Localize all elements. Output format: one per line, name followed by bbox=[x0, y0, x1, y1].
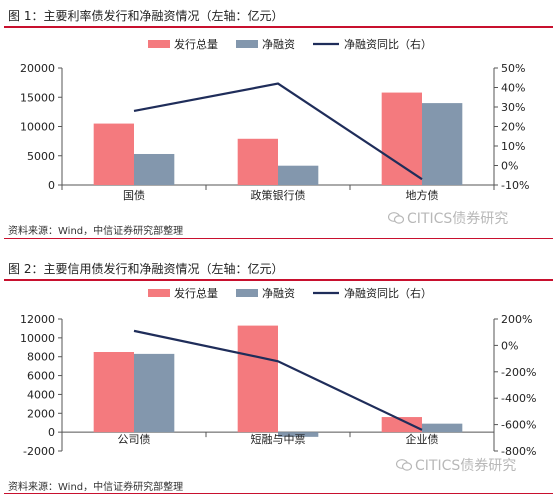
figure-1: 图 1：主要利率债发行和净融资情况（左轴：亿元） 0 5000 10000 15000… bbox=[0, 0, 557, 248]
bar-total bbox=[381, 417, 422, 433]
watermark-text: CITICS债券研究 bbox=[407, 211, 509, 227]
legend-label: 净融资 bbox=[262, 37, 295, 51]
bar-net bbox=[422, 103, 463, 185]
category-label: 短融与中票 bbox=[251, 432, 306, 446]
legend-label: 发行总量 bbox=[174, 37, 218, 51]
category-label: 政策银行债 bbox=[251, 188, 306, 202]
wechat-icon bbox=[396, 459, 412, 471]
right-tick-label: -200% bbox=[501, 366, 536, 379]
watermark-text: CITICS债券研究 bbox=[415, 458, 517, 474]
left-tick-label: 2000 bbox=[27, 407, 55, 420]
right-tick-label: 30% bbox=[501, 101, 525, 114]
left-tick-label: 10000 bbox=[20, 332, 55, 345]
bar-net bbox=[278, 165, 319, 185]
right-tick-label: 0% bbox=[501, 339, 518, 352]
legend-swatch bbox=[236, 289, 258, 297]
left-tick-label: 8000 bbox=[27, 351, 55, 364]
legend-label: 发行总量 bbox=[174, 286, 218, 300]
right-tick-label: 20% bbox=[501, 121, 525, 134]
bar-total bbox=[237, 138, 278, 185]
divider bbox=[4, 238, 553, 239]
left-tick-label: 4000 bbox=[27, 388, 55, 401]
legend-label: 净融资 bbox=[262, 286, 295, 300]
bar-total bbox=[237, 325, 278, 433]
chart-1: 0 5000 10000 15000 20000 -10% 0% 10% 20% 30% 40% 50… bbox=[20, 37, 529, 202]
watermark: CITICS债券研究 bbox=[388, 208, 508, 228]
bar-total bbox=[93, 352, 134, 433]
source-note: 资料来源：Wind，中信证券研究部整理 bbox=[8, 226, 184, 237]
figure-title-bar: 图 2：主要信用债发行和净融资情况（左轴：亿元） bbox=[4, 259, 553, 281]
wechat-icon bbox=[388, 212, 404, 224]
left-tick-label: 15000 bbox=[20, 91, 55, 104]
category-label: 企业债 bbox=[406, 432, 439, 446]
bar-total bbox=[93, 123, 134, 185]
legend-label: 净融资同比（右） bbox=[344, 286, 432, 300]
source-note: 资料来源：Wind，中信证券研究部整理 bbox=[8, 482, 184, 493]
left-tick-label: -2000 bbox=[23, 445, 55, 458]
bar-total bbox=[381, 92, 422, 185]
left-tick-label: 20000 bbox=[20, 62, 55, 75]
chart-2: -2000 0 2000 4000 6000 8000 10000 12000 -800% -60… bbox=[20, 286, 536, 458]
category-label: 公司债 bbox=[118, 432, 151, 446]
bar-net bbox=[134, 153, 175, 185]
right-tick-label: -600% bbox=[501, 419, 536, 432]
right-tick-label: 10% bbox=[501, 140, 525, 153]
divider bbox=[4, 493, 553, 494]
left-tick-label: 0 bbox=[48, 179, 55, 192]
bar-net bbox=[422, 423, 463, 433]
right-tick-label: 50% bbox=[501, 62, 525, 75]
figure-title: 图 1：主要利率债发行和净融资情况（左轴：亿元） bbox=[8, 9, 284, 23]
right-tick-label: 200% bbox=[501, 313, 532, 326]
right-tick-label: 0% bbox=[501, 160, 518, 173]
legend-swatch bbox=[148, 40, 170, 48]
line-series bbox=[133, 329, 423, 431]
legend-swatch bbox=[236, 40, 258, 48]
bar-net bbox=[278, 432, 319, 437]
left-tick-label: 12000 bbox=[20, 313, 55, 326]
left-tick-label: 5000 bbox=[27, 150, 55, 163]
bar-net bbox=[134, 353, 175, 433]
figure-title: 图 2：主要信用债发行和净融资情况（左轴：亿元） bbox=[8, 262, 284, 276]
category-label: 地方债 bbox=[406, 188, 439, 202]
watermark: CITICS债券研究 bbox=[396, 455, 516, 475]
left-tick-label: 0 bbox=[48, 426, 55, 439]
right-tick-label: -10% bbox=[501, 179, 529, 192]
figure-2: 图 2：主要信用债发行和净融资情况（左轴：亿元） -2000 0 2000 4000 6… bbox=[0, 253, 557, 497]
legend-label: 净融资同比（右） bbox=[344, 37, 432, 51]
left-tick-label: 10000 bbox=[20, 121, 55, 134]
right-tick-label: -800% bbox=[501, 445, 536, 458]
legend-swatch bbox=[148, 289, 170, 297]
figure-title-bar: 图 1：主要利率债发行和净融资情况（左轴：亿元） bbox=[4, 6, 553, 28]
right-tick-label: -400% bbox=[501, 392, 536, 405]
right-tick-label: 40% bbox=[501, 82, 525, 95]
category-label: 国债 bbox=[123, 188, 145, 202]
left-tick-label: 6000 bbox=[27, 370, 55, 383]
line-series bbox=[133, 82, 423, 181]
